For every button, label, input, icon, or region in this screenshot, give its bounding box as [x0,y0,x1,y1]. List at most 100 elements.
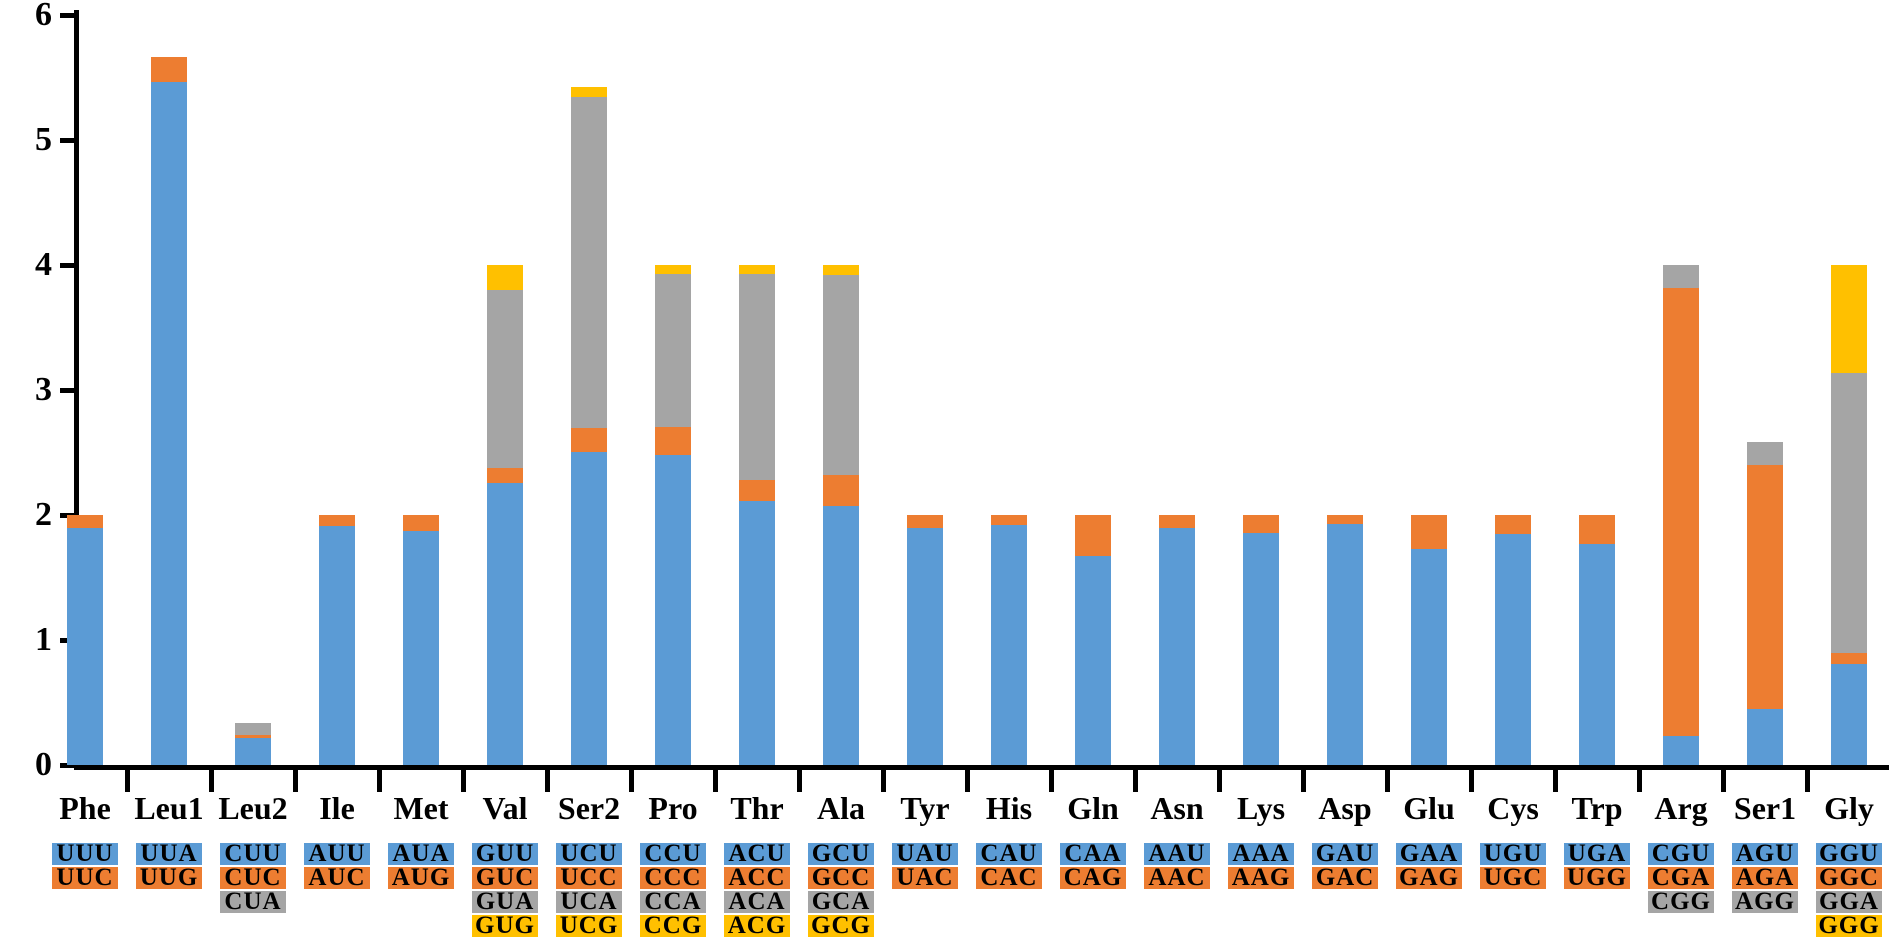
x-tick-after-gln [1133,770,1138,792]
y-tick-label-6: 6 [35,0,52,33]
codon-column-lys: AAA AAG [1206,841,1316,890]
codon-chip-GCC: GCC [808,865,874,890]
y-tick-label-2: 2 [35,496,52,533]
bar-segment-CGG [1663,265,1699,288]
x-tick-after-thr [797,770,802,792]
bar-segment-UCG [571,87,607,97]
x-tick-after-ile [377,770,382,792]
x-label-ser2: Ser2 [557,790,621,826]
bar-segment-GAC [1327,515,1363,524]
codon-chip-AUU: AUU [304,841,370,866]
bar-lys [1243,515,1279,765]
x-label-ile: Ile [319,790,355,826]
codon-chip-GGG: GGG [1816,913,1882,937]
codon-chip-CCA: CCA [640,889,706,914]
x-label-gln: Gln [1067,790,1119,826]
x-label-ser1: Ser1 [1733,790,1797,826]
x-label-asp: Asp [1318,790,1372,826]
x-label-tyr: Tyr [900,790,950,826]
x-tick-after-phe [125,770,130,792]
bar-segment-CCG [655,265,691,274]
bar-segment-AUU [319,526,355,765]
codon-chip-UCC: UCC [556,865,622,890]
codon-column-tyr: UAU UAC [870,841,980,890]
y-tick-3 [60,388,74,393]
codon-chip-AAU: AAU [1144,841,1210,866]
x-tick-after-pro [713,770,718,792]
x-label-trp: Trp [1571,790,1623,826]
codon-chip-AAC: AAC [1144,865,1210,890]
codon-chip-UUA: UUA [136,841,202,866]
bar-arg [1663,265,1699,765]
codon-chip-AAG: AAG [1228,865,1294,890]
bar-pro [655,265,691,765]
x-tick-after-val [545,770,550,792]
codon-chip-UAU: UAU [892,841,958,866]
bar-segment-GAU [1327,524,1363,765]
codon-chip-ACA: ACA [724,889,790,914]
bar-segment-UCC [571,428,607,452]
codon-column-thr: ACU ACC ACA ACG [702,841,812,937]
y-tick-label-1: 1 [35,621,52,658]
x-tick-after-leu1 [209,770,214,792]
bar-segment-GCU [823,506,859,765]
codon-column-arg: CGU CGA CGG [1626,841,1736,914]
codon-column-leu2: CUU CUC CUA [198,841,308,914]
codon-chip-AGA: AGA [1732,865,1798,890]
x-label-phe: Phe [59,790,111,826]
codon-column-gln: CAA CAG [1038,841,1148,890]
codon-column-met: AUA AUG [366,841,476,890]
codon-chip-GGC: GGC [1816,865,1882,890]
codon-column-leu1: UUA UUG [114,841,224,890]
bar-segment-ACA [739,274,775,480]
bar-segment-CAA [1075,556,1111,765]
codon-chip-GGA: GGA [1816,889,1882,914]
bar-gly [1831,265,1867,765]
codon-column-ala: GCU GCC GCA GCG [786,841,896,937]
x-tick-after-tyr [965,770,970,792]
x-tick-after-asn [1217,770,1222,792]
bar-segment-CCA [655,274,691,427]
codon-column-asn: AAU AAC [1122,841,1232,890]
codon-chip-UAC: UAC [892,865,958,890]
codon-chip-CAA: CAA [1060,841,1126,866]
codon-chip-UUC: UUC [52,865,118,890]
bar-met [403,515,439,765]
bar-leu1 [151,57,187,765]
codon-column-asp: GAU GAC [1290,841,1400,890]
bar-asp [1327,515,1363,765]
bar-segment-CAU [991,525,1027,765]
y-tick-label-3: 3 [35,371,52,408]
codon-chip-UGG: UGG [1564,865,1630,890]
bar-segment-UUG [151,57,187,82]
bar-segment-UCU [571,452,607,765]
codon-chip-ACG: ACG [724,913,790,937]
bar-segment-GUA [487,289,523,468]
x-tick-after-asp [1385,770,1390,792]
codon-chip-GAC: GAC [1312,865,1378,890]
codon-chip-CAC: CAC [976,865,1042,890]
x-tick-after-arg [1721,770,1726,792]
bar-segment-GAG [1411,515,1447,549]
codon-chip-CCU: CCU [640,841,706,866]
bar-segment-ACG [739,265,775,274]
bar-segment-GUG [487,265,523,290]
bar-segment-CUC [235,735,271,739]
x-tick-after-leu2 [293,770,298,792]
bar-segment-UUC [67,515,103,528]
x-tick-after-trp [1637,770,1642,792]
codon-chip-GAG: GAG [1396,865,1462,890]
codon-chip-CCG: CCG [640,913,706,937]
codon-chip-GGU: GGU [1816,841,1882,866]
x-tick-after-his [1049,770,1054,792]
codon-chip-UUU: UUU [52,841,118,866]
bar-segment-UCA [571,97,607,428]
codon-column-phe: UUU UUC [30,841,140,890]
codon-chip-CUC: CUC [220,865,286,890]
codon-chip-CGA: CGA [1648,865,1714,890]
bar-segment-CAC [991,515,1027,525]
x-tick-after-glu [1469,770,1474,792]
bar-leu2 [235,723,271,765]
codon-chip-CAG: CAG [1060,865,1126,890]
